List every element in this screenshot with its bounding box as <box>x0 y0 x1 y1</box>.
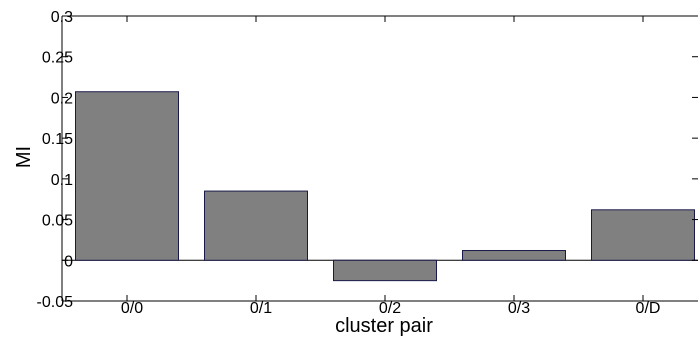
y-tick-label: 0.1 <box>51 172 73 189</box>
x-tick-label: 0/3 <box>508 300 530 317</box>
y-tick-label: 0.05 <box>42 213 73 230</box>
bar-0-0 <box>75 91 179 261</box>
y-tick-label: 0.3 <box>51 9 73 26</box>
x-tick-label: 0/2 <box>379 300 401 317</box>
bar-0-D <box>591 209 695 261</box>
x-axis-label: cluster pair <box>335 315 433 337</box>
x-tick-label: 0/0 <box>121 300 143 317</box>
bar-0-1 <box>204 190 308 261</box>
ticks-group: -0.05 0 0.05 0.1 0.15 0.2 0.25 0.3 0/0 0/1 0/2 0/3 0… <box>37 9 698 317</box>
bars-group <box>75 91 695 282</box>
bar-0-2 <box>333 259 437 282</box>
y-tick-label: 0.2 <box>51 90 73 107</box>
bar-0-3 <box>462 250 566 261</box>
x-tick-label: 0/D <box>636 300 661 317</box>
y-tick-label: 0.15 <box>42 131 73 148</box>
y-tick-label: 0 <box>64 253 73 270</box>
x-tick-label: 0/1 <box>250 300 272 317</box>
y-tick-label: 0.25 <box>42 50 73 67</box>
y-tick-label: -0.05 <box>37 294 74 311</box>
y-axis-label: MI <box>13 146 35 168</box>
